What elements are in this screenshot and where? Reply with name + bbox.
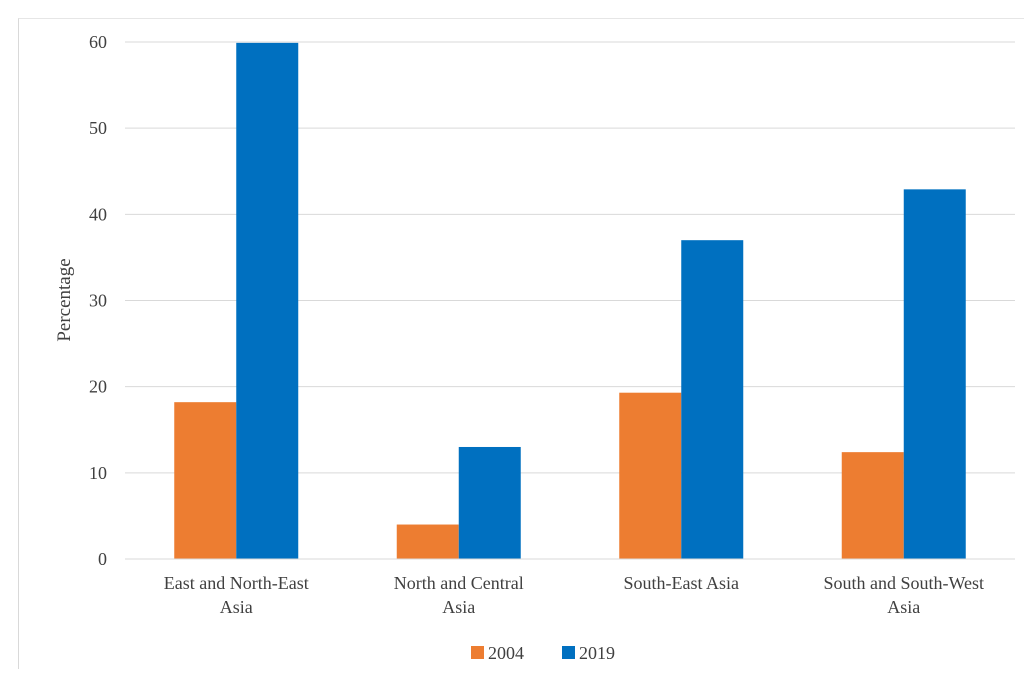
y-tick-label: 50 (89, 118, 107, 138)
chart-frame (18, 18, 1024, 669)
bar-2019-3 (903, 189, 966, 559)
y-tick-label: 60 (89, 32, 107, 52)
legend-label: 2019 (579, 643, 615, 663)
bar-2004-2 (619, 392, 682, 559)
x-category-label: South-East Asia (624, 573, 740, 593)
x-category-label: Asia (442, 597, 475, 617)
x-category-label: Asia (887, 597, 920, 617)
x-category-label: South and South-West (823, 573, 984, 593)
legend-label: 2004 (488, 643, 524, 663)
bar-2004-1 (396, 524, 459, 559)
bars (174, 42, 966, 559)
y-tick-label: 40 (89, 204, 107, 224)
bar-2019-2 (681, 240, 744, 559)
y-axis-ticks: 0 10 20 30 40 50 60 (89, 32, 107, 569)
x-category-label: East and North-East (164, 573, 309, 593)
x-category-label: North and Central (394, 573, 524, 593)
bar-2019-1 (458, 446, 521, 559)
y-tick-label: 0 (98, 549, 107, 569)
y-tick-label: 20 (89, 377, 107, 397)
legend-swatch-2019 (562, 646, 575, 659)
legend-swatch-2004 (471, 646, 484, 659)
x-axis-categories: East and North-East Asia North and Central… (164, 573, 984, 617)
y-axis-label: Percentage (54, 258, 75, 341)
bar-2004-3 (841, 452, 904, 559)
legend: 2004 2019 (471, 643, 615, 663)
bar-2004-0 (174, 402, 237, 559)
x-category-label: Asia (220, 597, 253, 617)
y-tick-label: 10 (89, 463, 107, 483)
bar-2019-0 (236, 42, 299, 559)
y-tick-label: 30 (89, 291, 107, 311)
